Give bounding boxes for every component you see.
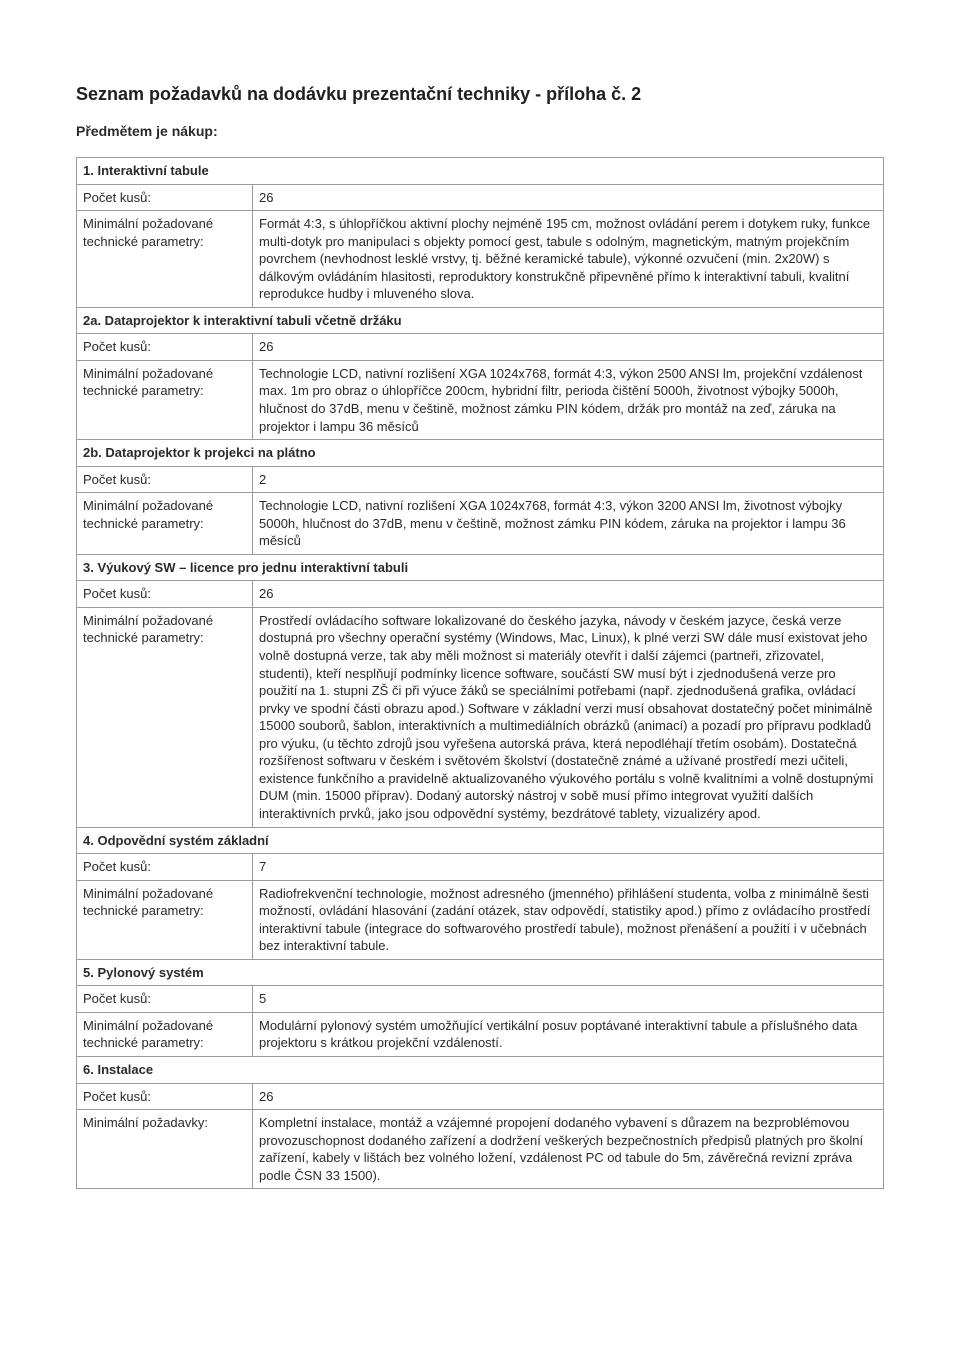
table-row: 1. Interaktivní tabule	[77, 158, 884, 185]
row-label: Počet kusů:	[77, 184, 253, 211]
row-value: 26	[253, 334, 884, 361]
section-header: 2a. Dataprojektor k interaktivní tabuli …	[77, 307, 884, 334]
table-row: Počet kusů: 26	[77, 1083, 884, 1110]
table-row: 3. Výukový SW – licence pro jednu intera…	[77, 554, 884, 581]
table-row: Minimální požadované technické parametry…	[77, 880, 884, 959]
row-label: Minimální požadované technické parametry…	[77, 880, 253, 959]
page-title: Seznam požadavků na dodávku prezentační …	[76, 84, 884, 105]
row-value: Technologie LCD, nativní rozlišení XGA 1…	[253, 360, 884, 439]
row-label: Minimální požadované technické parametry…	[77, 493, 253, 555]
row-value: 26	[253, 1083, 884, 1110]
table-row: 6. Instalace	[77, 1056, 884, 1083]
row-value: Technologie LCD, nativní rozlišení XGA 1…	[253, 493, 884, 555]
table-row: Počet kusů: 26	[77, 334, 884, 361]
table-row: Počet kusů: 7	[77, 854, 884, 881]
table-row: 2a. Dataprojektor k interaktivní tabuli …	[77, 307, 884, 334]
table-row: Počet kusů: 2	[77, 466, 884, 493]
row-label: Počet kusů:	[77, 854, 253, 881]
section-header: 2b. Dataprojektor k projekci na plátno	[77, 440, 884, 467]
row-label: Minimální požadované technické parametry…	[77, 360, 253, 439]
table-row: Minimální požadované technické parametry…	[77, 493, 884, 555]
row-value: Prostředí ovládacího software lokalizova…	[253, 607, 884, 827]
table-row: Minimální požadované technické parametry…	[77, 211, 884, 308]
row-value: Kompletní instalace, montáž a vzájemné p…	[253, 1110, 884, 1189]
page: Seznam požadavků na dodávku prezentační …	[0, 0, 960, 1357]
row-label: Počet kusů:	[77, 986, 253, 1013]
table-row: Počet kusů: 5	[77, 986, 884, 1013]
table-row: Minimální požadované technické parametry…	[77, 360, 884, 439]
table-row: Minimální požadavky: Kompletní instalace…	[77, 1110, 884, 1189]
table-row: 4. Odpovědní systém základní	[77, 827, 884, 854]
table-row: Počet kusů: 26	[77, 184, 884, 211]
section-header: 4. Odpovědní systém základní	[77, 827, 884, 854]
table-row: Minimální požadované technické parametry…	[77, 1012, 884, 1056]
section-header: 3. Výukový SW – licence pro jednu intera…	[77, 554, 884, 581]
row-label: Počet kusů:	[77, 581, 253, 608]
row-value: Modulární pylonový systém umožňující ver…	[253, 1012, 884, 1056]
row-value: 2	[253, 466, 884, 493]
table-row: Minimální požadované technické parametry…	[77, 607, 884, 827]
row-value: 26	[253, 581, 884, 608]
table-row: 5. Pylonový systém	[77, 959, 884, 986]
row-label: Počet kusů:	[77, 334, 253, 361]
row-value: 5	[253, 986, 884, 1013]
row-label: Minimální požadované technické parametry…	[77, 211, 253, 308]
section-header: 1. Interaktivní tabule	[77, 158, 884, 185]
row-label: Minimální požadované technické parametry…	[77, 607, 253, 827]
row-label: Minimální požadované technické parametry…	[77, 1012, 253, 1056]
row-value: Formát 4:3, s úhlopříčkou aktivní plochy…	[253, 211, 884, 308]
row-value: Radiofrekvenční technologie, možnost adr…	[253, 880, 884, 959]
row-label: Počet kusů:	[77, 1083, 253, 1110]
section-header: 6. Instalace	[77, 1056, 884, 1083]
subheading: Předmětem je nákup:	[76, 123, 884, 139]
table-row: Počet kusů: 26	[77, 581, 884, 608]
section-header: 5. Pylonový systém	[77, 959, 884, 986]
row-label: Počet kusů:	[77, 466, 253, 493]
spec-table: 1. Interaktivní tabule Počet kusů: 26 Mi…	[76, 157, 884, 1189]
table-row: 2b. Dataprojektor k projekci na plátno	[77, 440, 884, 467]
row-value: 7	[253, 854, 884, 881]
row-label: Minimální požadavky:	[77, 1110, 253, 1189]
row-value: 26	[253, 184, 884, 211]
